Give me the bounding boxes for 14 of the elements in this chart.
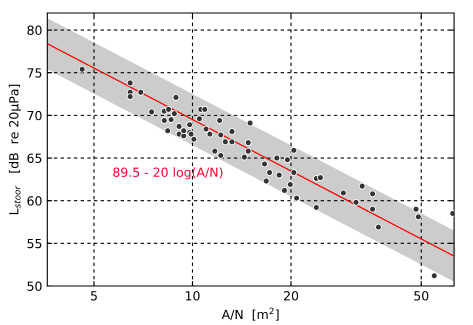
- y-tick-label: 70: [28, 110, 42, 120]
- x-tick-label: 20: [284, 291, 298, 301]
- x-axis-title: A/N [m$^{2}$]: [222, 308, 279, 321]
- y-tick-label: 75: [28, 68, 42, 78]
- y-tick-label: 55: [27, 238, 42, 248]
- y-tick-label: 50: [27, 281, 42, 291]
- x-tick-label: 10: [186, 291, 200, 301]
- text: L$_{stoor}$ [dB re 20μPa]: [8, 84, 21, 214]
- annotation: 89.5 - 20 log(A/N): [113, 167, 222, 180]
- x-tick-label: 5: [90, 291, 97, 301]
- y-tick-label: 60: [27, 196, 42, 206]
- y-tick-label: 65: [27, 154, 42, 163]
- x-tick-label: 50: [414, 291, 428, 301]
- y-tick-label: 80: [27, 26, 42, 35]
